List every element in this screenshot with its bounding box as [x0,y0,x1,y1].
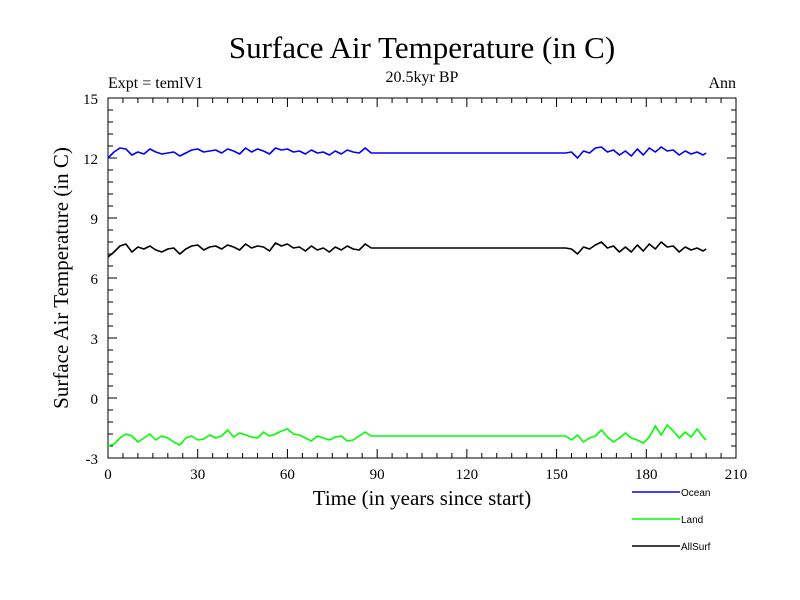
series-line-allsurf [107,241,707,258]
x-axis-label: Time (in years since start) [313,486,532,510]
chart-subtitle: 20.5kyr BP [386,69,459,86]
series-layer [107,146,707,447]
x-tick-label: 210 [725,467,748,483]
y-tick-label: 3 [91,332,99,348]
y-tick-label: 0 [91,392,99,408]
series-line-land [107,424,707,447]
x-tick-label: 60 [280,467,295,483]
legend-label-ocean: Ocean [681,488,710,499]
experiment-label: Expt = temlV1 [108,75,203,92]
x-tick-label: 30 [190,467,205,483]
y-axis-label: Surface Air Temperature (in C) [49,147,73,409]
x-tick-label: 180 [635,467,658,483]
x-tick-label: 120 [456,467,479,483]
legend-label-land: Land [681,515,703,526]
series-line-ocean [107,146,707,159]
legend-label-allsurf: AllSurf [681,542,711,553]
period-label: Ann [708,75,736,92]
x-tick-label: 0 [104,467,112,483]
legend: Ocean Land AllSurf [632,488,711,553]
y-tick-label: -3 [86,452,99,468]
y-tick-label: 6 [91,272,99,288]
y-tick-label: 12 [83,152,98,168]
chart-title: Surface Air Temperature (in C) [229,30,615,65]
x-tick-label: 90 [370,467,385,483]
x-tick-label: 150 [545,467,568,483]
y-tick-label: 9 [91,212,99,228]
axis-ticks: 0 30 60 90 120 150 180 210 -3 0 3 6 9 12 15 [83,92,747,483]
y-tick-label: 15 [83,92,98,108]
